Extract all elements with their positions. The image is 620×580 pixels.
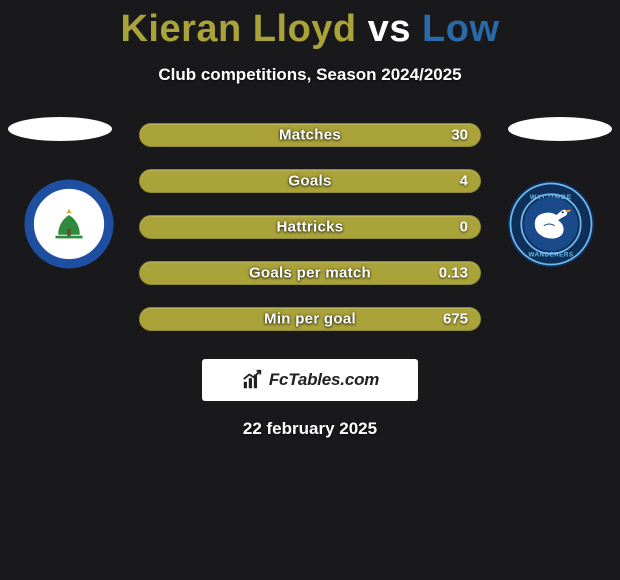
stat-label: Matches — [140, 127, 480, 144]
vs-text: vs — [368, 8, 411, 50]
stats-bars: Matches 30 Goals 4 Hattricks 0 Goals per… — [139, 123, 481, 331]
wycombe-crest-icon: WYCOMBE WANDERERS — [506, 179, 596, 269]
wigan-crest-icon: WIGAN ATHLETIC — [24, 179, 114, 269]
stat-label: Min per goal — [140, 311, 480, 328]
player2-name: Low — [422, 8, 499, 50]
page-title: Kieran Lloyd vs Low — [0, 0, 620, 51]
team2-crest: WYCOMBE WANDERERS — [506, 179, 596, 269]
source-logo: FcTables.com — [202, 359, 418, 401]
stat-bar-mpg: Min per goal 675 — [139, 307, 481, 331]
stat-right-value: 675 — [443, 311, 468, 328]
stat-label: Goals — [140, 173, 480, 190]
stat-bar-gpm: Goals per match 0.13 — [139, 261, 481, 285]
comparison-content: WIGAN ATHLETIC WYCOMBE WANDERERS — [0, 123, 620, 439]
team1-crest: WIGAN ATHLETIC — [24, 179, 114, 269]
stat-right-value: 30 — [451, 127, 468, 144]
chart-icon — [241, 369, 263, 391]
stat-bar-hattricks: Hattricks 0 — [139, 215, 481, 239]
player1-name: Kieran Lloyd — [120, 8, 356, 50]
stat-bar-goals: Goals 4 — [139, 169, 481, 193]
snapshot-date: 22 february 2025 — [0, 419, 620, 439]
source-logo-text: FcTables.com — [269, 370, 379, 390]
stat-label: Hattricks — [140, 219, 480, 236]
subtitle: Club competitions, Season 2024/2025 — [0, 65, 620, 85]
svg-text:WANDERERS: WANDERERS — [529, 251, 574, 258]
stat-bar-matches: Matches 30 — [139, 123, 481, 147]
player2-photo-placeholder — [508, 117, 612, 141]
stat-label: Goals per match — [140, 265, 480, 282]
stat-right-value: 0 — [460, 219, 468, 236]
stat-right-value: 4 — [460, 173, 468, 190]
player1-photo-placeholder — [8, 117, 112, 141]
stat-right-value: 0.13 — [439, 265, 468, 282]
